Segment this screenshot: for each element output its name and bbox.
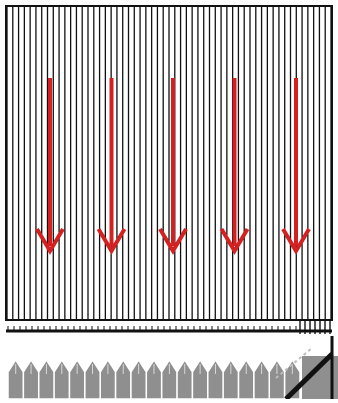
down-arrow	[35, 78, 65, 255]
tick-strip	[6, 320, 332, 334]
comb-strip	[7, 358, 301, 400]
down-arrow	[96, 78, 127, 255]
arrow-head	[96, 227, 127, 255]
panel-frame	[5, 5, 333, 321]
arrow-head	[281, 227, 311, 255]
arrow-head	[158, 227, 188, 255]
vertical-lines-layer	[6, 7, 332, 319]
edge-detail	[275, 336, 338, 401]
diagonal-dash	[275, 347, 313, 379]
down-arrow	[158, 78, 188, 255]
diagonal-edge	[284, 352, 334, 401]
arrow-head	[219, 227, 250, 255]
down-arrow	[219, 78, 250, 255]
arrows-layer	[35, 78, 311, 255]
down-arrow	[281, 78, 311, 255]
arrow-head	[35, 227, 65, 255]
